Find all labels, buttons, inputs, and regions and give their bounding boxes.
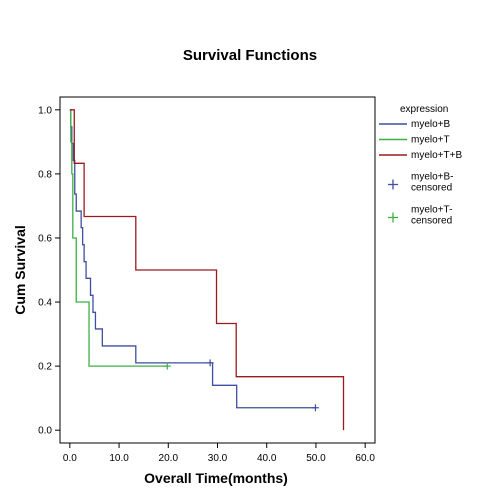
series-line-myelo-T: [69, 109, 168, 367]
x-axis: 0.0 10.0 20.0 30.0 40.0 50.0 60.0: [63, 443, 375, 464]
plot-frame: [59, 96, 376, 444]
y-tick-label: 0.8: [38, 169, 52, 180]
legend-label: myelo+T-: [411, 205, 452, 216]
y-tick-label: 0.6: [38, 233, 52, 244]
censor-mark: [163, 362, 171, 370]
legend: expression myelo+B myelo+T myelo+T+B myelo+…: [379, 104, 462, 227]
legend-label: censored: [411, 183, 452, 194]
y-axis-label: Cum Survival: [12, 225, 28, 314]
legend-label: myelo+T+B: [411, 150, 462, 161]
legend-label: myelo+T: [411, 135, 450, 146]
legend-censor-swatch: [388, 212, 398, 223]
series-layer: [69, 109, 345, 431]
legend-label: myelo+B-: [411, 172, 454, 183]
series-line-myelo-T-B: [69, 109, 345, 431]
y-axis: 0.0 0.2 0.4 0.6 0.8 1.0: [38, 105, 60, 437]
y-tick-label: 1.0: [38, 105, 52, 116]
censor-mark: [206, 359, 214, 367]
censor-mark: [311, 404, 319, 412]
x-axis-label: Overall Time(months): [144, 470, 288, 486]
legend-censor-swatch: [388, 179, 398, 190]
x-tick-label: 50.0: [306, 453, 326, 464]
legend-label: myelo+B: [411, 119, 451, 130]
x-tick-label: 0.0: [63, 453, 77, 464]
x-tick-label: 40.0: [257, 453, 277, 464]
series-line-myelo-B: [69, 109, 316, 409]
legend-title: expression: [400, 104, 448, 115]
legend-label: censored: [411, 216, 452, 227]
x-tick-label: 30.0: [208, 453, 228, 464]
y-tick-label: 0.0: [38, 426, 52, 437]
censor-layer: [163, 359, 319, 412]
x-tick-label: 10.0: [109, 453, 129, 464]
y-tick-label: 0.2: [38, 362, 52, 373]
y-tick-label: 0.4: [38, 298, 52, 309]
chart-title: Survival Functions: [183, 47, 317, 64]
x-tick-label: 60.0: [355, 453, 375, 464]
x-tick-label: 20.0: [159, 453, 179, 464]
